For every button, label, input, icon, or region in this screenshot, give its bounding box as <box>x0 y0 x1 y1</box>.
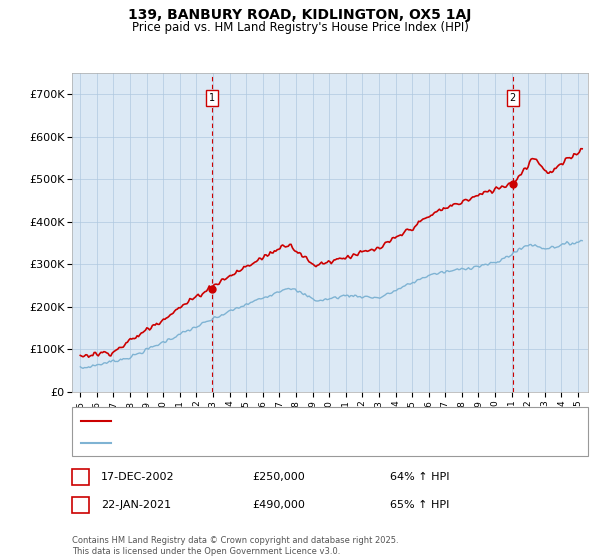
Text: 64% ↑ HPI: 64% ↑ HPI <box>390 472 449 482</box>
Text: 1: 1 <box>209 94 215 104</box>
Text: Price paid vs. HM Land Registry's House Price Index (HPI): Price paid vs. HM Land Registry's House … <box>131 21 469 34</box>
Text: 2: 2 <box>77 500 84 510</box>
Text: £250,000: £250,000 <box>252 472 305 482</box>
Text: 139, BANBURY ROAD, KIDLINGTON, OX5 1AJ: 139, BANBURY ROAD, KIDLINGTON, OX5 1AJ <box>128 8 472 22</box>
Text: Contains HM Land Registry data © Crown copyright and database right 2025.
This d: Contains HM Land Registry data © Crown c… <box>72 536 398 556</box>
Text: 2: 2 <box>510 94 516 104</box>
Text: £490,000: £490,000 <box>252 500 305 510</box>
Text: 22-JAN-2021: 22-JAN-2021 <box>101 500 171 510</box>
Text: 139, BANBURY ROAD, KIDLINGTON, OX5 1AJ (semi-detached house): 139, BANBURY ROAD, KIDLINGTON, OX5 1AJ (… <box>115 416 467 426</box>
Text: 17-DEC-2002: 17-DEC-2002 <box>101 472 175 482</box>
Text: HPI: Average price, semi-detached house, Cherwell: HPI: Average price, semi-detached house,… <box>115 437 382 447</box>
Text: 65% ↑ HPI: 65% ↑ HPI <box>390 500 449 510</box>
Text: 1: 1 <box>77 472 84 482</box>
